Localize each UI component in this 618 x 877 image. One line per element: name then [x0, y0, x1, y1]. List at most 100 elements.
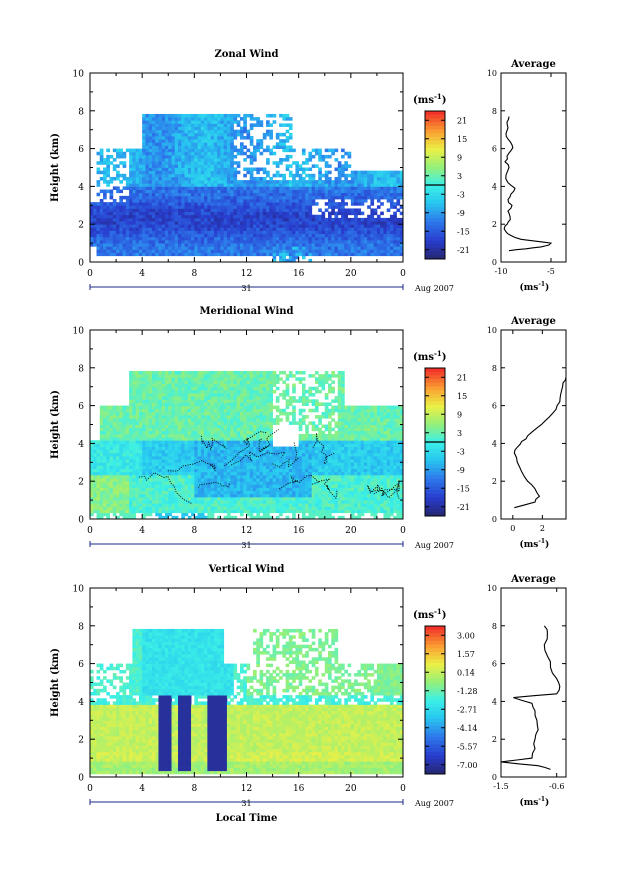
heatmap-cell: [396, 171, 400, 175]
heatmap-cell: [129, 246, 133, 250]
heatmap-cell: [116, 406, 120, 410]
heatmap-cell: [194, 168, 198, 172]
heatmap-cell: [181, 506, 185, 510]
heatmap-cell: [325, 243, 329, 247]
heatmap-cell: [214, 139, 218, 143]
heatmap-cell: [152, 406, 156, 410]
heatmap-cell: [302, 249, 306, 253]
heatmap-cell: [367, 193, 371, 197]
heatmap-cell: [282, 231, 286, 235]
heatmap-cell: [318, 234, 322, 238]
heatmap-cell: [227, 208, 231, 212]
heatmap-cell: [93, 506, 97, 510]
heatmap-cell: [286, 168, 290, 172]
heatmap-cell: [142, 428, 146, 432]
heatmap-cell: [204, 114, 208, 118]
heatmap-cell: [390, 193, 394, 197]
heatmap-cell: [250, 253, 254, 257]
heatmap-cell: [123, 513, 127, 517]
heatmap-cell: [247, 130, 251, 134]
heatmap-cell: [155, 246, 159, 250]
heatmap-cell: [165, 133, 169, 137]
heatmap-cell: [149, 114, 153, 118]
heatmap-cell: [351, 253, 355, 257]
heatmap-cell: [194, 469, 198, 473]
heatmap-cell: [168, 139, 172, 143]
heatmap-cell: [390, 174, 394, 178]
heatmap-cell: [152, 177, 156, 181]
heatmap-cell: [175, 402, 179, 406]
heatmap-cell: [292, 221, 296, 225]
heatmap-cell: [145, 161, 149, 165]
heatmap-cell: [188, 503, 192, 507]
heatmap-cell: [100, 431, 104, 435]
heatmap-cell: [204, 249, 208, 253]
heatmap-cell: [152, 114, 156, 118]
heatmap-cell: [168, 152, 172, 156]
heatmap-cell: [149, 186, 153, 190]
heatmap-cell: [227, 183, 231, 187]
heatmap-cell: [312, 240, 316, 244]
colorbar-segment: [425, 170, 445, 174]
heatmap-cell: [256, 205, 260, 209]
heatmap-cell: [282, 186, 286, 190]
heatmap-cell: [335, 249, 339, 253]
heatmap-cell: [211, 149, 215, 153]
heatmap-cell: [321, 237, 325, 241]
heatmap-cell: [145, 168, 149, 172]
heatmap-cell: [201, 402, 205, 406]
heatmap-cell: [152, 139, 156, 143]
heatmap-cell: [119, 212, 123, 216]
heatmap-cell: [119, 428, 123, 432]
heatmap-cell: [207, 161, 211, 165]
heatmap-cell: [364, 246, 368, 250]
heatmap-cell: [302, 234, 306, 238]
heatmap-cell: [181, 409, 185, 413]
heatmap-cell: [194, 409, 198, 413]
heatmap-cell: [194, 377, 198, 381]
heatmap-cell: [364, 231, 368, 235]
heatmap-cell: [230, 186, 234, 190]
heatmap-cell: [198, 149, 202, 153]
heatmap-cell: [185, 246, 189, 250]
heatmap-cell: [149, 183, 153, 187]
heatmap-cell: [178, 456, 182, 460]
heatmap-cell: [348, 224, 352, 228]
heatmap-cell: [198, 447, 202, 451]
heatmap-cell: [266, 208, 270, 212]
heatmap-cell: [374, 240, 378, 244]
heatmap-cell: [123, 177, 127, 181]
heatmap-cell: [145, 384, 149, 388]
heatmap-cell: [253, 177, 257, 181]
heatmap-cell: [279, 196, 283, 200]
heatmap-cell: [97, 152, 101, 156]
heatmap-cell: [149, 196, 153, 200]
heatmap-cell: [380, 240, 384, 244]
heatmap-cell: [387, 243, 391, 247]
heatmap-cell: [172, 503, 176, 507]
heatmap-cell: [168, 253, 172, 257]
heatmap-cell: [383, 237, 387, 241]
heatmap-cell: [224, 145, 228, 149]
heatmap-cell: [139, 428, 143, 432]
heatmap-cell: [204, 199, 208, 203]
heatmap-cell: [354, 221, 358, 225]
heatmap-cell: [194, 434, 198, 438]
heatmap-cell: [211, 224, 215, 228]
heatmap-cell: [227, 246, 231, 250]
heatmap-cell: [227, 231, 231, 235]
heatmap-cell: [168, 475, 172, 479]
heatmap-cell: [165, 114, 169, 118]
heatmap-cell: [142, 481, 146, 485]
heatmap-cell: [315, 183, 319, 187]
heatmap-cell: [165, 513, 169, 517]
heatmap-cell: [211, 421, 215, 425]
heatmap-cell: [230, 212, 234, 216]
heatmap-cell: [136, 183, 140, 187]
heatmap-cell: [243, 253, 247, 257]
heatmap-cell: [175, 240, 179, 244]
heatmap-cell: [233, 171, 237, 175]
heatmap-cell: [220, 237, 224, 241]
heatmap-cell: [155, 218, 159, 222]
heatmap-cell: [136, 171, 140, 175]
